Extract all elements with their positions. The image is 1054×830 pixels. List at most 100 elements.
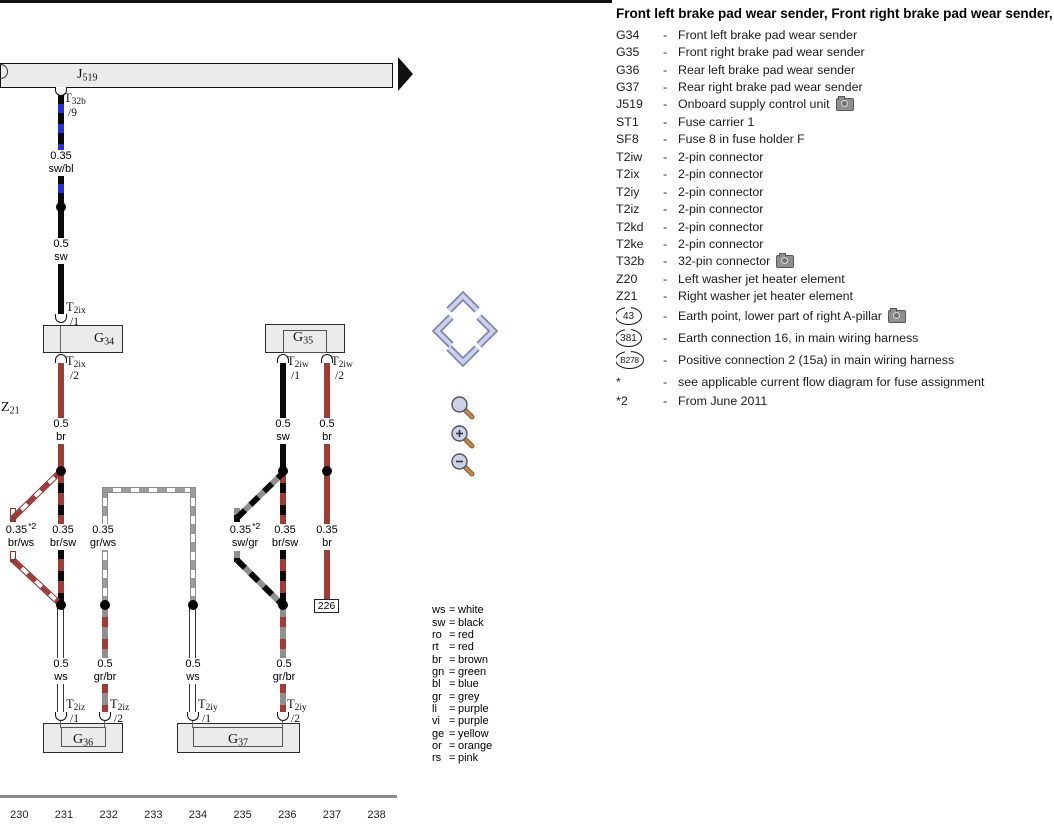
zoom-in-icon[interactable] xyxy=(448,423,476,451)
equals-sign: = xyxy=(449,665,456,678)
color-code-row: ro = red xyxy=(432,629,492,641)
track-reference-226: 226 xyxy=(314,599,339,613)
continuation-arrow-icon xyxy=(398,57,413,91)
color-code-row: gn = green xyxy=(432,666,492,678)
junction-dot xyxy=(56,466,66,476)
legend-key: J519 xyxy=(616,97,643,112)
track-number: 232 xyxy=(99,809,118,821)
pan-right-icon[interactable] xyxy=(476,314,499,348)
legend-key: T2kd xyxy=(616,219,644,234)
wire-label-sw-right: 0.5 sw xyxy=(273,418,293,444)
legend-entry: *2 - From June 2011 xyxy=(616,392,1054,409)
legend-key: ST1 xyxy=(616,114,639,129)
legend-entry: G37 - Rear right brake pad wear sender xyxy=(616,78,1054,95)
track-number: 231 xyxy=(54,809,74,821)
legend-description: Onboard supply control unit xyxy=(678,97,830,112)
pin-label-t2iw-1: T2iw/1 xyxy=(287,354,309,382)
legend-entry: T2iy - 2-pin connector xyxy=(616,183,1054,200)
legend-description: see applicable current flow diagram for … xyxy=(678,374,985,389)
color-code-row: li = purple xyxy=(432,703,492,715)
camera-icon[interactable] xyxy=(776,252,795,268)
equals-sign: = xyxy=(449,604,456,617)
color-code: ro xyxy=(432,628,442,641)
equals-sign: = xyxy=(449,752,456,765)
track-ruler-line xyxy=(0,795,397,798)
connector-arc-t2ix-2 xyxy=(55,354,67,363)
legend-key: T2iw xyxy=(616,149,643,164)
wire-label-br05: 0.5 br xyxy=(317,418,337,444)
wire-label-grws: 0.35 gr/ws xyxy=(87,524,119,550)
wire-label-swgr: 0.35*2 sw/gr xyxy=(227,521,263,550)
legend-key: T2iz xyxy=(616,202,640,217)
legend-description: Fuse 8 in fuse holder F xyxy=(678,132,805,147)
color-code: ws xyxy=(432,604,446,617)
component-box-g37 xyxy=(177,723,300,753)
legend-dash: - xyxy=(663,374,668,389)
color-name: red xyxy=(458,628,474,641)
legend-dash: - xyxy=(663,393,668,408)
track-number: 237 xyxy=(322,809,342,821)
camera-icon[interactable] xyxy=(887,307,906,323)
color-code-row: sw = black xyxy=(432,616,492,629)
pan-up-icon[interactable] xyxy=(446,290,480,313)
equals-sign: = xyxy=(449,678,456,691)
legend-key: T32b xyxy=(616,254,645,269)
legend-entry: * - see applicable current flow diagram … xyxy=(616,371,1054,392)
j519-busbar xyxy=(0,63,393,88)
legend-dash: - xyxy=(663,219,668,234)
pan-down-icon[interactable] xyxy=(446,345,480,368)
track-number: 234 xyxy=(188,809,208,821)
camera-icon[interactable] xyxy=(835,95,854,111)
wire-label-brsw-right: 0.35 br/sw xyxy=(269,524,301,550)
color-name: purple xyxy=(458,702,489,715)
legend-entry: Z20 - Left washer jet heater element xyxy=(616,270,1054,287)
legend-dash: - xyxy=(663,132,668,147)
legend-dash: - xyxy=(663,353,668,367)
pin-label-t2ix-2: T2ix/2 xyxy=(66,354,86,382)
legend-dash: - xyxy=(663,331,668,345)
g34-internal-link xyxy=(60,326,61,352)
connector-arc-t2iw-1 xyxy=(277,354,289,363)
equals-sign: = xyxy=(449,641,456,654)
connector-arc-t2iy-2 xyxy=(277,712,289,721)
legend-dash: - xyxy=(663,62,668,77)
legend-description: Front right brake pad wear sender xyxy=(678,45,865,60)
legend-description: Front left brake pad wear sender xyxy=(678,27,858,42)
color-name: pink xyxy=(458,752,479,765)
legend-entry: T2ix - 2-pin connector xyxy=(616,166,1054,183)
color-name: purple xyxy=(458,715,489,728)
junction-dot xyxy=(100,600,110,610)
pan-left-icon[interactable] xyxy=(431,314,454,348)
wire-color-legend: ws = white sw = black ro = red rt = red xyxy=(432,604,492,764)
connector-arc-t2iy-1 xyxy=(187,712,199,721)
page-title: Front left brake pad wear sender, Front … xyxy=(616,6,1054,21)
pin-label-t2iz-1: T2iz/1 xyxy=(66,697,86,725)
junction-dot xyxy=(322,466,332,476)
pin-label-t2iy-2: T2iy/2 xyxy=(287,697,307,725)
pin-label-t2iw-2: T2iw/2 xyxy=(331,354,353,382)
legend-description: Earth point, lower part of right A-pilla… xyxy=(678,309,882,323)
legend-description: 2-pin connector xyxy=(678,219,764,234)
legend-dash: - xyxy=(663,45,668,60)
equals-sign: = xyxy=(449,690,456,703)
legend-entry: T2ke - 2-pin connector xyxy=(616,235,1054,252)
legend-description: Positive connection 2 (15a) in main wiri… xyxy=(678,353,955,367)
legend-entry: J519 - Onboard supply control unit xyxy=(616,95,1054,113)
legend-dash: - xyxy=(663,27,668,42)
wire-label-brsw-left: 0.35 br/sw xyxy=(47,524,79,550)
g35-label: G35 xyxy=(293,330,314,347)
legend-key: G34 xyxy=(616,27,640,42)
wire-label-sw: 0.5 sw xyxy=(51,238,71,264)
magnifier-icon[interactable] xyxy=(448,394,476,422)
color-name: grey xyxy=(458,690,480,703)
color-name: blue xyxy=(458,678,479,691)
wire-brws-diagonal-upper xyxy=(10,468,63,521)
color-code: li xyxy=(432,702,437,715)
legend-description: From June 2011 xyxy=(678,393,768,408)
legend-dash: - xyxy=(663,97,668,112)
color-code-row: rt = red xyxy=(432,641,492,653)
wire-label-br035: 0.35 br xyxy=(314,524,340,550)
zoom-out-icon[interactable] xyxy=(448,451,476,479)
color-code-row: gr = grey xyxy=(432,690,492,703)
legend-dash: - xyxy=(663,114,668,129)
